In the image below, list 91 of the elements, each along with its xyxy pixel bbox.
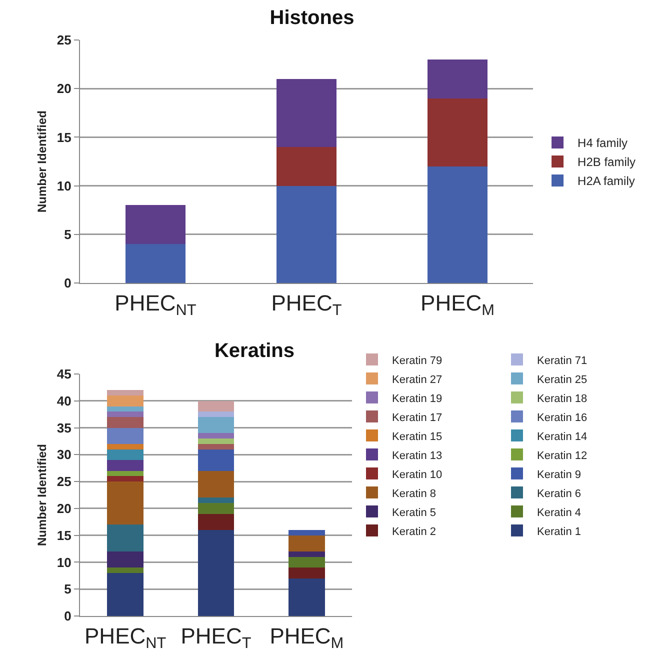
bar bbox=[198, 433, 234, 439]
legend-label: Keratin 71 bbox=[537, 354, 588, 367]
bar bbox=[107, 572, 144, 616]
bar bbox=[107, 444, 144, 450]
y-tick-label: 15 bbox=[56, 528, 72, 543]
x-tick-label: PHEC$_{M}$ bbox=[270, 623, 344, 652]
bar bbox=[427, 98, 488, 166]
legend-label: Keratin 6 bbox=[537, 488, 582, 500]
bar bbox=[198, 498, 234, 504]
x-tick-label: PHEC$_{T}$ bbox=[271, 290, 342, 320]
x-tick-label: PHEC$_{NT}$ bbox=[84, 623, 167, 652]
legend-label: Keratin 9 bbox=[537, 468, 582, 481]
bar bbox=[107, 551, 144, 568]
y-tick-label: 35 bbox=[56, 420, 72, 436]
bar bbox=[198, 412, 234, 418]
y-tick-label: 15 bbox=[56, 130, 72, 145]
legend-label: Keratin 5 bbox=[392, 506, 436, 519]
y-axis-title: Number Identified bbox=[35, 110, 49, 213]
y-tick-label: 40 bbox=[56, 393, 72, 408]
x-tick-label: PHEC$_{NT}$ bbox=[114, 290, 197, 320]
bar bbox=[198, 470, 234, 498]
bar bbox=[427, 59, 488, 98]
bar bbox=[198, 530, 234, 616]
bar bbox=[125, 205, 186, 244]
legend-label: Keratin 10 bbox=[392, 468, 442, 481]
bar bbox=[198, 449, 234, 471]
bar bbox=[288, 556, 325, 568]
legend-label: H4 family bbox=[578, 136, 628, 150]
bar bbox=[198, 514, 234, 530]
legend-label: Keratin 27 bbox=[392, 374, 442, 386]
legend-label: Keratin 2 bbox=[392, 526, 436, 538]
bar bbox=[107, 449, 144, 460]
y-tick-label: 25 bbox=[56, 32, 72, 48]
bar bbox=[198, 417, 234, 434]
x-tick-label: PHEC$_{T}$ bbox=[180, 623, 252, 652]
y-tick-label: 5 bbox=[64, 582, 72, 597]
legend-label: Keratin 1 bbox=[537, 526, 582, 538]
bar bbox=[107, 568, 144, 573]
x-tick-label: PHEC$_{M}$ bbox=[420, 290, 494, 320]
chart-title: Histones bbox=[270, 6, 354, 29]
legend-label: Keratin 17 bbox=[392, 412, 442, 424]
y-axis-title: Number Identified bbox=[35, 444, 49, 546]
legend-label: H2B family bbox=[578, 155, 636, 170]
chart-title: Keratins bbox=[214, 340, 295, 362]
legend-label: Keratin 19 bbox=[392, 392, 442, 405]
y-tick-label: 25 bbox=[56, 474, 72, 490]
bar bbox=[107, 406, 144, 412]
bar bbox=[288, 551, 325, 557]
y-tick-label: 0 bbox=[64, 608, 72, 624]
y-tick-label: 20 bbox=[56, 81, 72, 96]
bar bbox=[276, 146, 337, 186]
bar bbox=[107, 390, 144, 396]
bar bbox=[107, 412, 144, 418]
bar bbox=[107, 470, 144, 476]
legend-label: Keratin 18 bbox=[537, 392, 588, 405]
bar bbox=[198, 400, 234, 412]
legend-label: Keratin 14 bbox=[537, 430, 588, 443]
bar bbox=[107, 460, 144, 471]
bar bbox=[198, 503, 234, 514]
bar bbox=[427, 166, 488, 283]
legend-label: Keratin 15 bbox=[392, 430, 442, 443]
bar bbox=[198, 444, 234, 450]
bar bbox=[107, 417, 144, 428]
legend-label: H2A family bbox=[578, 174, 635, 188]
legend-label: Keratin 25 bbox=[537, 374, 588, 386]
y-tick-label: 45 bbox=[56, 366, 72, 382]
bar bbox=[288, 568, 325, 578]
y-tick-label: 0 bbox=[64, 276, 72, 291]
bar bbox=[107, 482, 144, 525]
legend-label: Keratin 13 bbox=[392, 450, 442, 462]
y-tick-label: 5 bbox=[64, 226, 72, 242]
legend-label: Keratin 12 bbox=[537, 450, 588, 462]
bar bbox=[288, 530, 325, 536]
y-tick-label: 10 bbox=[56, 554, 72, 570]
bar bbox=[125, 244, 186, 283]
bar bbox=[276, 78, 337, 147]
y-tick-label: 20 bbox=[56, 500, 72, 516]
legend-label: Keratin 8 bbox=[392, 488, 436, 500]
legend-label: Keratin 16 bbox=[537, 412, 588, 424]
bar bbox=[198, 438, 234, 444]
y-tick-label: 10 bbox=[56, 178, 72, 194]
legend-label: Keratin 79 bbox=[392, 354, 442, 367]
bar bbox=[288, 535, 325, 552]
y-tick-label: 30 bbox=[56, 447, 72, 462]
bar bbox=[288, 578, 325, 616]
bar bbox=[276, 186, 337, 283]
bar bbox=[107, 524, 144, 552]
legend-label: Keratin 4 bbox=[537, 506, 582, 519]
bar bbox=[107, 428, 144, 444]
bar bbox=[107, 476, 144, 482]
bar bbox=[107, 396, 144, 406]
